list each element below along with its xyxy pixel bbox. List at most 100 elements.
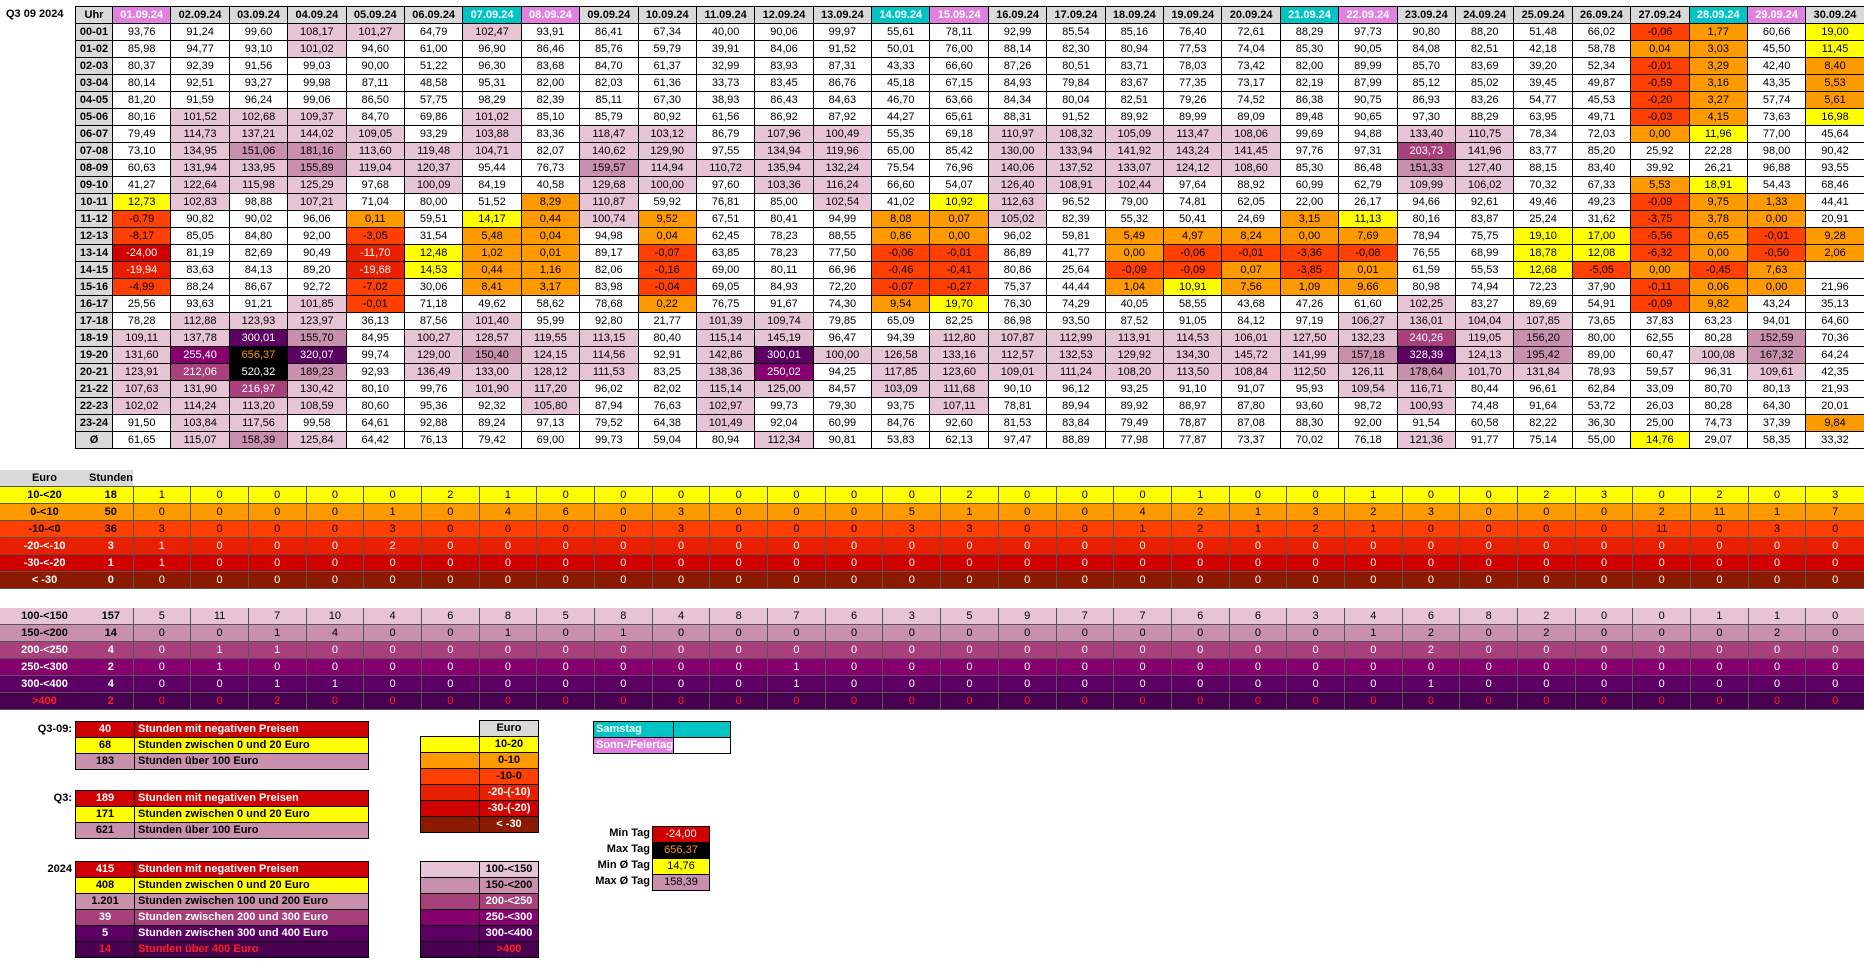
day-count: 0: [594, 554, 653, 572]
day-count: 0: [1517, 537, 1576, 555]
price-cell: 93,50: [1046, 312, 1106, 330]
price-cell: 134,95: [170, 142, 230, 160]
price-cell: 114,73: [170, 125, 230, 143]
price-cell: 90,82: [170, 210, 230, 228]
day-count: 1: [767, 658, 826, 676]
day-count: 0: [1747, 537, 1806, 555]
hour-row: 23-24 91,50 103,84 117,56 99,58 64,61 92,88 89,…: [75, 414, 1864, 432]
price-cell: 40,58: [520, 176, 581, 194]
price-cell: 80,51: [1046, 57, 1106, 75]
price-cell: 3,78: [1688, 210, 1748, 228]
price-cell: 102,25: [1396, 295, 1456, 313]
legend-range: 250-<300: [479, 909, 539, 926]
day-count: 1: [478, 486, 537, 504]
price-cell: 92,99: [987, 23, 1048, 41]
price-cell: 79,84: [1046, 74, 1106, 92]
price-cell: 59,04: [637, 431, 697, 449]
price-cell: 93,63: [170, 295, 230, 313]
price-cell: 94,39: [871, 329, 931, 347]
price-cell: 91,67: [754, 295, 814, 313]
price-cell: 80,41: [754, 210, 814, 228]
price-cell: 85,30: [1279, 159, 1340, 177]
day-count: 0: [997, 486, 1057, 504]
day-count: 0: [1690, 571, 1749, 589]
price-cell: -5,56: [1630, 227, 1690, 245]
day-count: 0: [1401, 486, 1460, 504]
day-count: 0: [247, 503, 307, 521]
day-count: 0: [1805, 608, 1864, 625]
price-cell: 16,98: [1805, 108, 1864, 126]
legend-swatch: [420, 752, 480, 769]
day-count: 4: [363, 608, 422, 625]
day-count: 11: [1632, 520, 1691, 538]
price-cell: 93,29: [403, 125, 464, 143]
summary-text: Stunden über 100 Euro: [134, 753, 369, 770]
price-cell: 137,52: [1046, 159, 1106, 177]
price-cell: 91,52: [1046, 108, 1106, 126]
day-count: 0: [1113, 692, 1172, 710]
summary-text: Stunden zwischen 300 und 400 Euro: [134, 925, 369, 942]
day-count: 0: [420, 658, 480, 676]
price-cell: 75,75: [1454, 227, 1515, 245]
count-row: 250-<300 2 0 1 0 0 0 0 0 0 0 0 0 1 0 0 0 0 0 0 0 0 0 0 0 0 0 0 0 0 0 0: [0, 658, 1864, 676]
price-cell: 55,32: [1104, 210, 1165, 228]
day-count: 2: [1401, 641, 1460, 659]
price-cell: 112,50: [1279, 363, 1340, 381]
price-cell: 97,64: [1163, 176, 1223, 194]
hour-row: 05-06 80,16 101,52 102,68 109,37 84,70 69,86 10…: [75, 108, 1864, 126]
price-cell: 132,23: [1338, 329, 1398, 347]
price-cell: 104,04: [1454, 312, 1515, 330]
price-cell: 20,91: [1805, 210, 1864, 228]
day-count: 0: [824, 641, 883, 659]
price-cell: 92,91: [637, 346, 697, 364]
day-count: 0: [824, 554, 883, 572]
price-cell: 300,01: [228, 329, 289, 347]
day-count: 0: [824, 658, 883, 676]
price-cell: 84,19: [462, 176, 522, 194]
price-cell: 2,06: [1805, 244, 1864, 262]
price-cell: 125,84: [287, 431, 347, 449]
price-cell: 91,77: [1454, 431, 1515, 449]
price-cell: 118,47: [579, 125, 639, 143]
price-cell: 157,18: [1338, 346, 1398, 364]
price-cell: 82,69: [228, 244, 289, 262]
price-cell: 98,29: [462, 91, 522, 109]
price-cell: 8,41: [462, 278, 522, 296]
price-cell: -0,01: [1221, 244, 1281, 262]
price-cell: 26,21: [1688, 159, 1748, 177]
price-cell: 97,60: [695, 176, 756, 194]
day-count: 0: [1632, 608, 1691, 625]
day-count: 0: [363, 641, 422, 659]
price-cell: 141,96: [1454, 142, 1515, 160]
price-cell: 88,55: [812, 227, 873, 245]
price-cell: 83,87: [1454, 210, 1515, 228]
day-count: 2: [1286, 520, 1345, 538]
day-count: 0: [1459, 503, 1518, 521]
price-cell: 156,20: [1513, 329, 1573, 347]
day-count: 0: [767, 520, 826, 538]
day-count: 0: [1228, 692, 1287, 710]
price-cell: 100,27: [403, 329, 464, 347]
price-cell: 91,24: [170, 23, 230, 41]
price-cell: 102,47: [462, 23, 522, 41]
day-count: 4: [1343, 608, 1403, 625]
price-cell: 102,97: [695, 397, 756, 415]
price-cell: 93,76: [111, 23, 172, 41]
day-count: 0: [940, 641, 999, 659]
price-cell: 89,17: [579, 244, 639, 262]
day-count: 0: [1055, 641, 1114, 659]
price-cell: -24,00: [111, 244, 172, 262]
price-cell: -19,94: [111, 261, 172, 279]
day-count: 0: [1228, 624, 1287, 642]
day-count: 0: [305, 503, 364, 521]
price-cell: 94,77: [170, 40, 230, 58]
price-cell: 94,88: [1338, 125, 1398, 143]
day-count: 0: [1805, 658, 1864, 676]
day-count: 0: [1113, 624, 1172, 642]
day-count: 0: [1459, 571, 1518, 589]
price-cell: 58,78: [1571, 40, 1632, 58]
day-count: 0: [594, 503, 653, 521]
price-cell: 86,43: [754, 91, 814, 109]
price-cell: 102,44: [1104, 176, 1165, 194]
price-cell: 100,49: [812, 125, 873, 143]
